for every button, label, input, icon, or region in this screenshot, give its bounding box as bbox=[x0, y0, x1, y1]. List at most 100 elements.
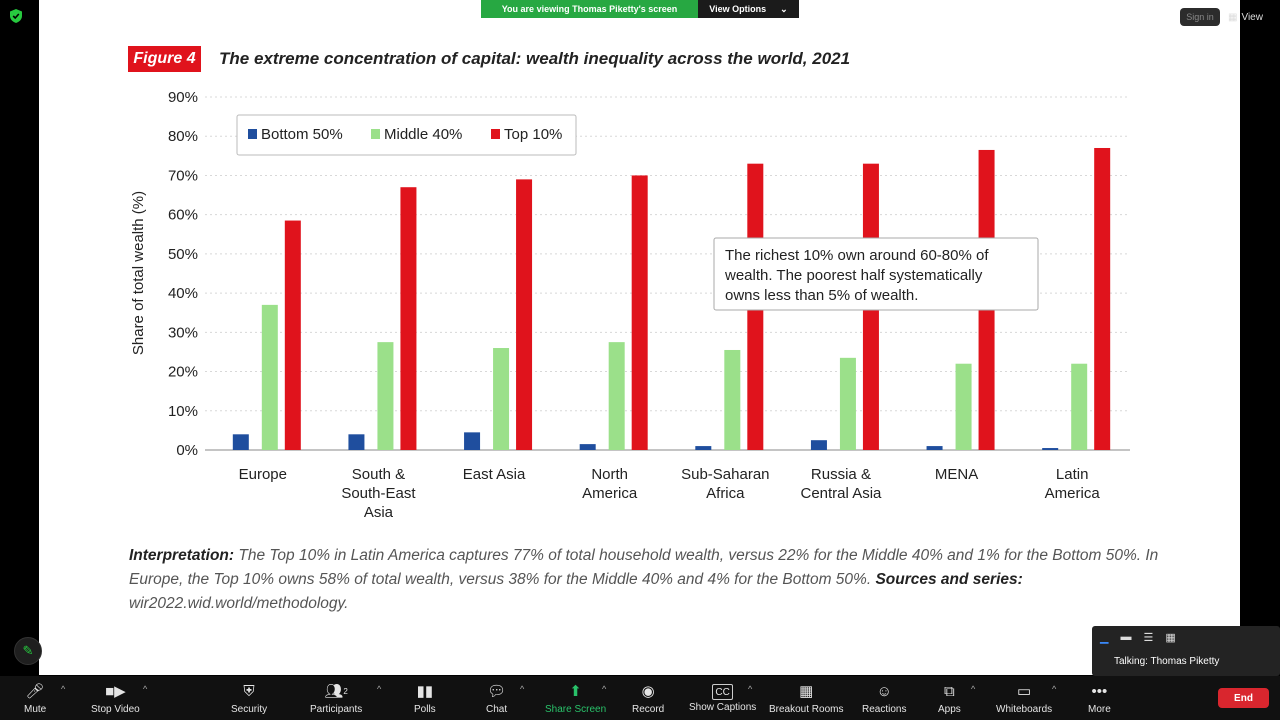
x-tick-label: Central Asia bbox=[801, 485, 883, 502]
record-button[interactable]: ◉ Record bbox=[632, 680, 664, 715]
apps-button[interactable]: ⧉ Apps bbox=[938, 680, 961, 716]
mute-button[interactable]: 🎤︎ Mute bbox=[24, 680, 46, 715]
bar-middle-40- bbox=[724, 349, 741, 450]
x-tick-label: America bbox=[582, 485, 638, 502]
grid-icon: ▦ bbox=[1228, 11, 1238, 23]
bar-bottom-50- bbox=[695, 446, 712, 450]
bar-bottom-50- bbox=[348, 434, 365, 450]
bar-middle-40- bbox=[955, 363, 972, 450]
breakout-rooms-button[interactable]: ▦ Breakout Rooms bbox=[769, 680, 843, 715]
view-button[interactable]: ▦ View bbox=[1228, 8, 1263, 26]
more-button[interactable]: ••• More bbox=[1088, 680, 1111, 716]
video-camera-icon: ■▶ bbox=[105, 683, 126, 700]
x-tick-label: South-East bbox=[341, 485, 416, 502]
legend-swatch bbox=[491, 129, 500, 139]
y-tick-label: 60% bbox=[168, 207, 198, 224]
legend-swatch bbox=[371, 129, 380, 139]
bar-middle-40- bbox=[261, 304, 278, 450]
annotate-pencil-icon[interactable]: ✎ bbox=[14, 637, 42, 665]
y-tick-label: 80% bbox=[168, 128, 198, 145]
bar-middle-40- bbox=[839, 357, 856, 450]
smiley-icon: ☺ bbox=[876, 682, 892, 700]
bar-top-10- bbox=[1094, 147, 1111, 450]
annotation-text: owns less than 5% of wealth. bbox=[725, 287, 918, 304]
share-screen-button[interactable]: ⬆ Share Screen bbox=[545, 680, 606, 715]
view-label: View bbox=[1241, 11, 1263, 23]
breakout-grid-icon: ▦ bbox=[799, 683, 814, 700]
share-options-caret[interactable]: ^ bbox=[602, 684, 607, 694]
screen-share-banner: You are viewing Thomas Piketty's screen … bbox=[481, 0, 799, 18]
x-tick-label: Russia & bbox=[811, 466, 871, 483]
y-tick-label: 10% bbox=[168, 403, 198, 420]
bar-middle-40- bbox=[493, 348, 510, 450]
bar-top-10- bbox=[516, 179, 533, 450]
x-tick-label: South & bbox=[352, 466, 405, 483]
x-tick-label: America bbox=[1045, 485, 1101, 502]
sources-lead: Sources and series: bbox=[875, 571, 1023, 588]
annotation-text: wealth. The poorest half systematically bbox=[724, 267, 983, 284]
participants-options-caret[interactable]: ^ bbox=[377, 684, 382, 694]
minimize-icon[interactable]: ▁ bbox=[1100, 632, 1109, 644]
view-options-button[interactable]: View Options ⌄ bbox=[698, 0, 799, 18]
polls-button[interactable]: ▮▮ Polls bbox=[414, 680, 436, 715]
legend-box bbox=[236, 114, 577, 156]
bar-chart-icon: ▮▮ bbox=[416, 683, 434, 700]
bar-top-10- bbox=[400, 187, 417, 450]
annotation-box bbox=[713, 237, 1039, 311]
bar-bottom-50- bbox=[579, 444, 596, 450]
participants-count: 2 bbox=[343, 686, 348, 696]
shield-icon[interactable] bbox=[9, 9, 23, 23]
chat-options-caret[interactable]: ^ bbox=[520, 684, 525, 694]
interpretation-lead: Interpretation: bbox=[129, 547, 235, 564]
bar-top-10- bbox=[284, 220, 301, 450]
x-tick-label: Europe bbox=[239, 466, 287, 483]
sources-text: wir2022.wid.world/methodology. bbox=[129, 595, 349, 612]
whiteboards-button[interactable]: ▭ Whiteboards bbox=[996, 680, 1052, 715]
legend-label: Top 10% bbox=[504, 126, 562, 143]
viewing-label: You are viewing Thomas Piketty's screen bbox=[481, 0, 698, 18]
bar-bottom-50- bbox=[926, 446, 943, 450]
figure-title: The extreme concentration of capital: we… bbox=[219, 49, 851, 68]
interpretation-body: The Top 10% in Latin America captures 77… bbox=[129, 547, 1159, 588]
bar-bottom-50- bbox=[232, 434, 249, 450]
apps-options-caret[interactable]: ^ bbox=[971, 684, 976, 694]
x-tick-label: North bbox=[591, 466, 628, 483]
figure-badge: Figure 4 bbox=[128, 46, 201, 72]
y-tick-label: 0% bbox=[176, 442, 198, 459]
annotation-text: The richest 10% own around 60-80% of bbox=[725, 247, 989, 264]
strip-view-icon[interactable]: ☰ bbox=[1143, 632, 1154, 644]
bar-middle-40- bbox=[1071, 363, 1088, 450]
talking-indicator: Talking: Thomas Piketty bbox=[1114, 656, 1220, 667]
video-options-caret[interactable]: ^ bbox=[143, 684, 148, 694]
captions-icon: CC bbox=[712, 684, 733, 700]
sign-in-button[interactable]: Sign in bbox=[1180, 8, 1220, 26]
x-tick-label: Sub-Saharan bbox=[681, 466, 769, 483]
whiteboard-options-caret[interactable]: ^ bbox=[1052, 684, 1057, 694]
stop-video-button[interactable]: ■▶ Stop Video bbox=[91, 680, 140, 715]
bar-top-10- bbox=[631, 175, 648, 450]
bar-middle-40- bbox=[377, 342, 394, 450]
gallery-view-icon[interactable]: ▦ bbox=[1165, 632, 1176, 644]
y-axis-label: Share of total wealth (%) bbox=[130, 191, 147, 355]
security-button[interactable]: ⛨ Security bbox=[231, 680, 267, 716]
chat-bubble-icon: 💬︎ bbox=[487, 683, 507, 700]
show-captions-button[interactable]: CC Show Captions bbox=[689, 680, 756, 713]
audio-options-caret[interactable]: ^ bbox=[61, 684, 66, 694]
whiteboard-icon: ▭ bbox=[1016, 683, 1032, 700]
bar-bottom-50- bbox=[464, 432, 481, 450]
x-tick-label: Asia bbox=[364, 504, 394, 521]
chevron-down-icon: ⌄ bbox=[780, 3, 788, 14]
speaker-view-icon[interactable]: ▬ bbox=[1120, 631, 1132, 643]
bar-middle-40- bbox=[608, 342, 625, 450]
end-meeting-button[interactable]: End bbox=[1218, 688, 1269, 708]
x-tick-label: Latin bbox=[1056, 466, 1089, 483]
chat-button[interactable]: 💬︎ Chat bbox=[486, 680, 507, 715]
participants-button[interactable]: 👥︎ 2 Participants bbox=[310, 680, 362, 715]
legend-swatch bbox=[248, 129, 257, 139]
talking-panel: ▁ ▬ ☰ ▦ Talking: Thomas Piketty bbox=[1092, 626, 1280, 676]
captions-options-caret[interactable]: ^ bbox=[748, 684, 753, 694]
y-tick-label: 50% bbox=[168, 246, 198, 263]
reactions-button[interactable]: ☺ Reactions bbox=[862, 680, 906, 716]
meeting-toolbar: 🎤︎ Mute ^ ■▶ Stop Video ^ ⛨ Security 👥︎ 2… bbox=[0, 676, 1280, 720]
share-screen-icon: ⬆ bbox=[569, 683, 582, 700]
